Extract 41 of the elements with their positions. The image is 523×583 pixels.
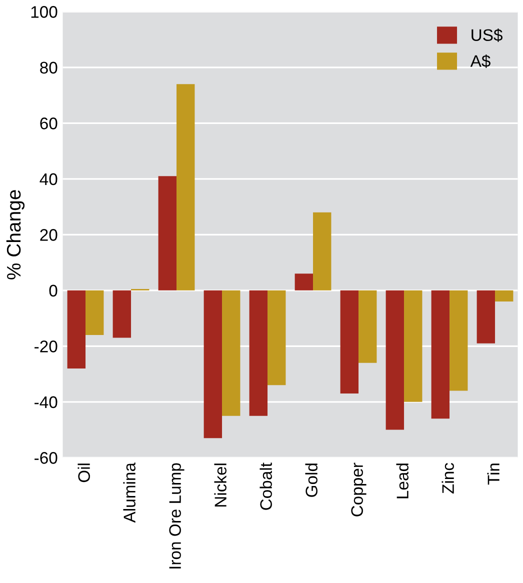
bar (158, 176, 177, 290)
bar (176, 84, 195, 290)
bar (340, 290, 359, 394)
bar (294, 274, 314, 290)
bar (386, 290, 404, 430)
y-tick-label: 60 (40, 118, 58, 130)
bar (450, 290, 468, 391)
bar (313, 212, 332, 290)
bar (431, 290, 450, 419)
bar (67, 290, 86, 368)
y-axis-title: % Change (6, 190, 25, 280)
legend-label: A$ (470, 54, 490, 68)
bar (112, 290, 132, 338)
y-tick-label: 0 (49, 284, 58, 297)
x-tick-label: Cobalt (260, 462, 272, 510)
y-tick-label: -60 (34, 452, 58, 464)
bar (495, 290, 514, 302)
legend-label: US$ (472, 28, 502, 42)
bar (404, 290, 422, 402)
x-tick-label: Alumina (123, 462, 136, 523)
bar (268, 290, 286, 386)
y-tick-label: 20 (40, 229, 58, 241)
x-tick-label: Lead (396, 464, 408, 498)
x-tick-label: Gold (305, 464, 318, 497)
x-tick-label: Tin (487, 464, 500, 485)
x-tick-label: Nickel (214, 464, 226, 507)
bar (86, 290, 104, 336)
y-tick-label: 80 (40, 62, 58, 74)
y-tick-label: -20 (34, 340, 58, 352)
x-tick-label: Zinc (442, 462, 454, 494)
bar (222, 290, 240, 416)
y-tick-label: -40 (34, 396, 58, 408)
x-tick-label: Copper (351, 462, 366, 516)
x-tick-label: Oil (78, 464, 90, 482)
bar (476, 290, 496, 344)
bar (204, 290, 222, 438)
bar (358, 290, 377, 363)
y-tick-label: 40 (40, 173, 58, 186)
x-tick-label: Iron Ore Lump (169, 463, 184, 568)
y-tick-label: 100 (31, 6, 58, 18)
bar (249, 290, 268, 416)
